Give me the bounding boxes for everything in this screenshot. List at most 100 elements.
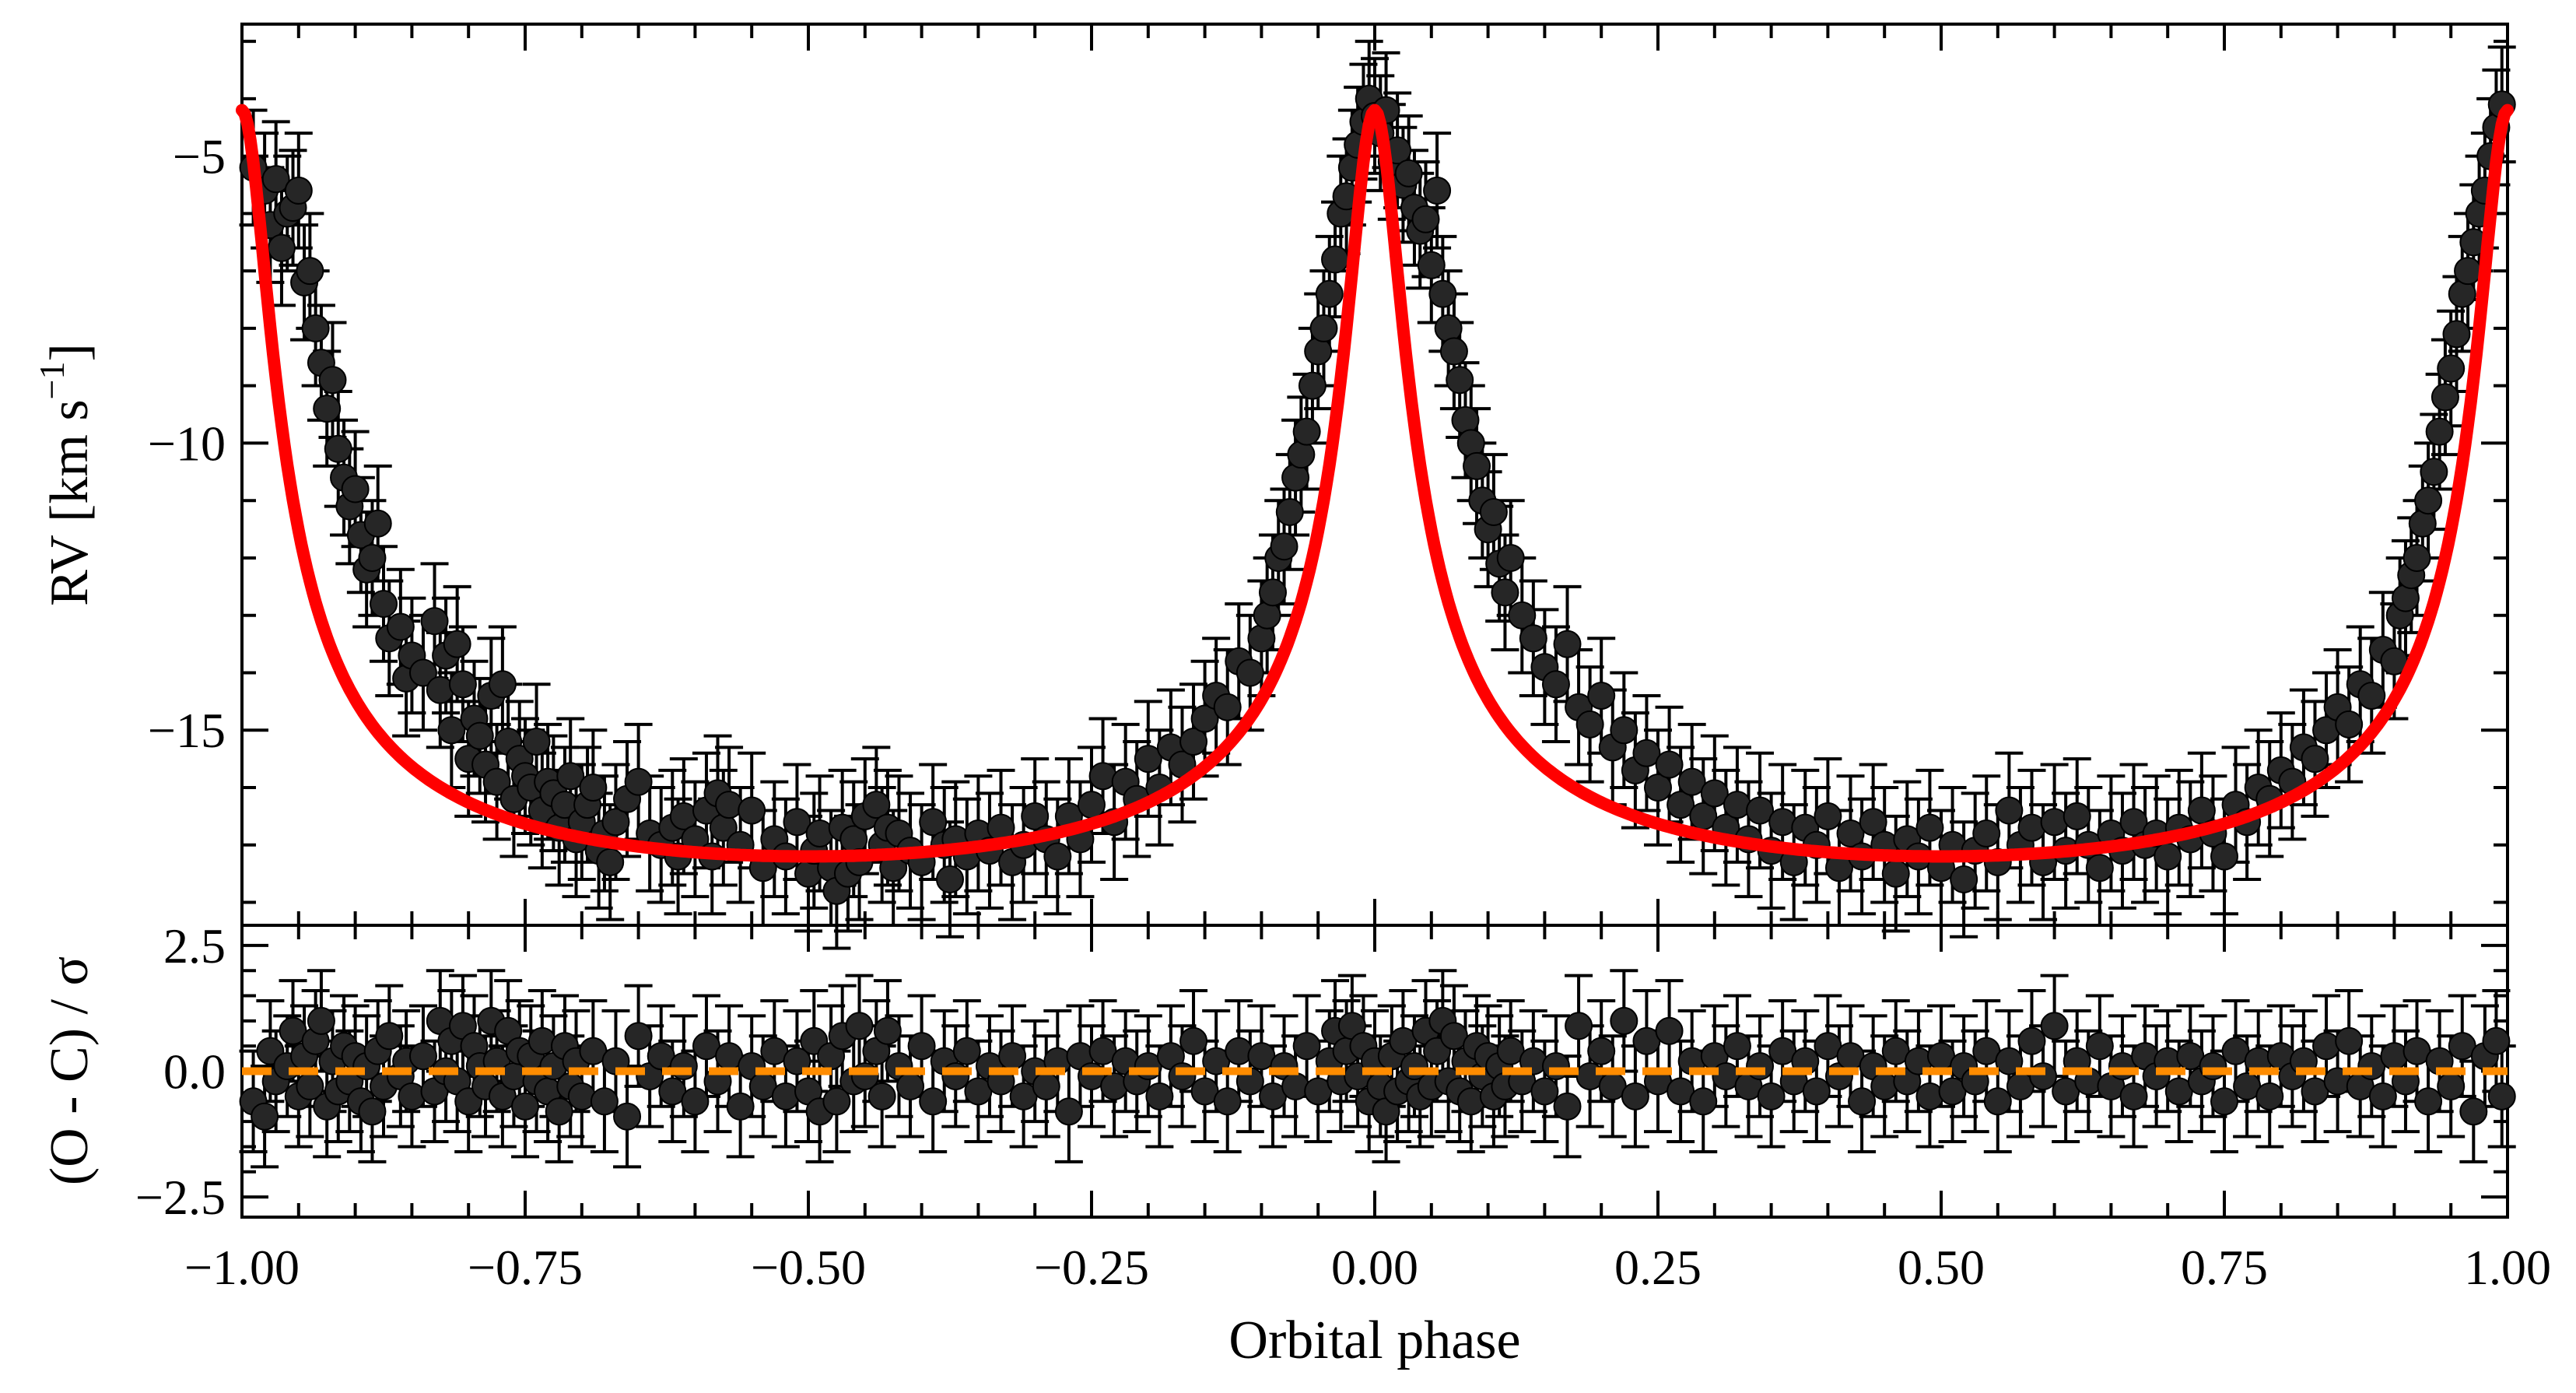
residual-point bbox=[2414, 1087, 2443, 1116]
rv-tick-label: −10 bbox=[148, 416, 226, 471]
residual-point bbox=[1145, 1082, 1174, 1111]
rv-point bbox=[1258, 578, 1287, 607]
rv-point bbox=[261, 165, 290, 194]
residual-point bbox=[941, 1061, 970, 1090]
rv-point bbox=[488, 670, 517, 699]
residual-point bbox=[1995, 1047, 2024, 1075]
rv-ylabel-sup: −1 bbox=[32, 361, 72, 399]
residual-point bbox=[1179, 1026, 1208, 1055]
rv-point bbox=[2420, 458, 2448, 486]
residual-point bbox=[1292, 1032, 1321, 1061]
rv-point bbox=[1950, 865, 1978, 893]
rv-point bbox=[522, 727, 551, 756]
residual-point bbox=[1553, 1092, 1582, 1121]
residual-point bbox=[2335, 1026, 2364, 1055]
rv-point bbox=[437, 716, 466, 745]
residual-point bbox=[873, 1016, 902, 1045]
rv-point bbox=[1491, 578, 1519, 607]
rv-point bbox=[1021, 802, 1050, 830]
residual-panel-ticks bbox=[240, 925, 2509, 1217]
rv-ylabel: RV [km s−1] bbox=[32, 343, 100, 606]
phase-tick-label: 0.25 bbox=[1614, 1240, 1702, 1295]
rv-point bbox=[624, 767, 653, 796]
rv-point bbox=[936, 865, 964, 893]
rv-point bbox=[408, 658, 437, 687]
rv-point bbox=[1995, 796, 2024, 825]
rv-point bbox=[1463, 451, 1491, 480]
residual-point bbox=[2482, 1026, 2511, 1055]
residual-point bbox=[2368, 1082, 2397, 1111]
residual-point bbox=[1054, 1097, 1083, 1126]
residual-point bbox=[375, 1022, 404, 1051]
rv-point bbox=[1508, 601, 1537, 630]
rv-point bbox=[1423, 176, 1452, 205]
rv-point bbox=[1836, 819, 1865, 847]
rv-point bbox=[596, 847, 625, 876]
residual-point bbox=[1655, 1016, 1684, 1045]
residual-point bbox=[1757, 1082, 1786, 1111]
rv-point bbox=[448, 670, 477, 699]
rv-point bbox=[1587, 681, 1616, 710]
residual-point bbox=[1587, 1037, 1616, 1065]
rv-point bbox=[1746, 796, 1775, 825]
phase-xtick-labels: −1.00 −0.75 −0.50 −0.25 0.00 0.25 0.50 0.75 1.00 bbox=[184, 1240, 2551, 1295]
residual-point bbox=[1565, 1012, 1593, 1040]
residual-point bbox=[2255, 1082, 2284, 1111]
rv-point bbox=[1456, 429, 1485, 458]
residual-point bbox=[845, 1012, 874, 1040]
rv-point bbox=[1496, 543, 1525, 572]
rv-point bbox=[1972, 819, 2001, 847]
residual-ylabel: (O - C) / σ bbox=[40, 956, 100, 1185]
rv-point bbox=[313, 395, 342, 423]
residual-point bbox=[1983, 1087, 2012, 1116]
rv-point bbox=[1411, 205, 1440, 233]
residual-ytick-labels: 2.5 0.0 −2.5 bbox=[135, 918, 226, 1225]
rv-point bbox=[2425, 417, 2454, 446]
residual-point bbox=[1802, 1077, 1831, 1106]
rv-point bbox=[1235, 658, 1264, 687]
residual-points bbox=[239, 1006, 2516, 1131]
rv-point bbox=[1644, 773, 1672, 802]
residual-point bbox=[1213, 1087, 1242, 1116]
rv-point bbox=[2210, 842, 2238, 871]
residual-point bbox=[408, 1042, 437, 1071]
residual-point bbox=[907, 1032, 936, 1061]
residual-point bbox=[1281, 1072, 1310, 1100]
rv-point bbox=[1270, 532, 1299, 561]
rv-point bbox=[1814, 802, 1842, 830]
rv-point bbox=[1915, 813, 1944, 842]
residual-tick-label: 2.5 bbox=[163, 918, 226, 974]
phase-tick-label: −0.25 bbox=[1034, 1240, 1149, 1295]
rv-point bbox=[1275, 497, 1304, 526]
rv-point bbox=[1253, 601, 1281, 630]
rv-point bbox=[284, 176, 313, 205]
residual-point bbox=[1541, 1052, 1570, 1081]
residual-point bbox=[896, 1072, 925, 1100]
residual-point bbox=[613, 1102, 642, 1131]
rv-point bbox=[1292, 417, 1321, 446]
rv-model-curve bbox=[236, 104, 2514, 863]
rv-point bbox=[2403, 543, 2431, 572]
phase-tick-label: 0.75 bbox=[2181, 1240, 2268, 1295]
rv-point bbox=[324, 434, 352, 463]
rv-point bbox=[1575, 710, 1604, 739]
rv-point bbox=[296, 257, 324, 286]
residual-point bbox=[545, 1097, 573, 1126]
rv-tick-label: −15 bbox=[148, 703, 226, 758]
phase-tick-label: −1.00 bbox=[184, 1240, 300, 1295]
rv-point bbox=[363, 509, 392, 538]
rv-point bbox=[1439, 337, 1468, 366]
residual-point bbox=[1168, 1061, 1197, 1090]
rv-point bbox=[2357, 681, 2386, 710]
rv-point bbox=[1304, 337, 1333, 366]
rv-point bbox=[1677, 767, 1706, 796]
residual-point bbox=[527, 1026, 556, 1055]
rv-point bbox=[1428, 279, 1457, 308]
rv-point bbox=[783, 808, 811, 837]
rv-point bbox=[2391, 584, 2420, 612]
rv-point bbox=[2454, 257, 2483, 286]
residual-tick-label: −2.5 bbox=[135, 1170, 226, 1225]
residual-point bbox=[2029, 1061, 2058, 1090]
residual-point bbox=[1689, 1087, 1718, 1116]
